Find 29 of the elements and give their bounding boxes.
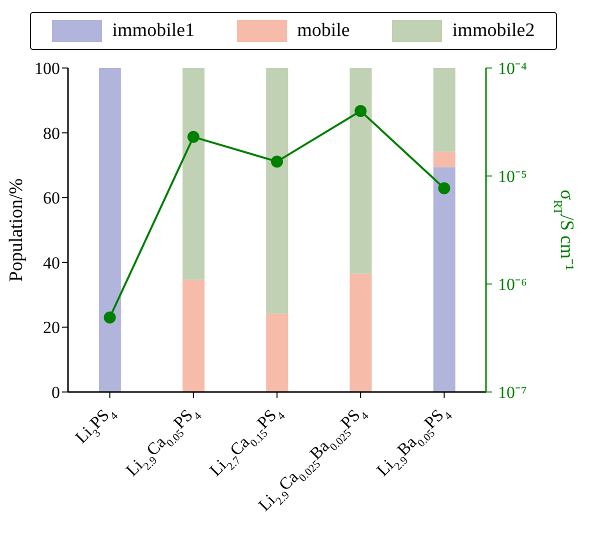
bar	[350, 274, 372, 392]
bar	[266, 68, 288, 314]
point	[104, 311, 116, 324]
y2-tick-label: 10⁻⁴	[498, 59, 527, 78]
legend-label: immobile2	[452, 20, 535, 42]
legend-label: immobile1	[112, 20, 195, 42]
y-axis-title: Population/%	[6, 178, 27, 282]
y-tick-label: 80	[43, 124, 60, 143]
y-tick-label: 40	[43, 253, 60, 272]
point	[438, 182, 450, 194]
bar	[98, 68, 121, 392]
y2-tick-label: 10⁻⁷	[498, 383, 527, 402]
bar	[182, 68, 205, 280]
y-tick-label: 100	[34, 59, 60, 78]
point	[187, 130, 200, 143]
y2-tick-label: 10⁻⁵	[498, 167, 527, 186]
bar	[433, 68, 456, 152]
bar	[266, 314, 288, 392]
bar	[182, 280, 205, 392]
point	[354, 104, 367, 117]
legend-label: mobile	[297, 20, 350, 42]
y-tick-label: 20	[43, 318, 60, 338]
y2-tick-label: 10⁻⁶	[498, 275, 527, 294]
y-tick-label: 60	[43, 188, 60, 208]
point	[271, 156, 283, 168]
y-tick-label: 0	[52, 383, 60, 402]
bar	[433, 152, 456, 168]
bar	[433, 167, 456, 392]
bar	[350, 68, 372, 274]
